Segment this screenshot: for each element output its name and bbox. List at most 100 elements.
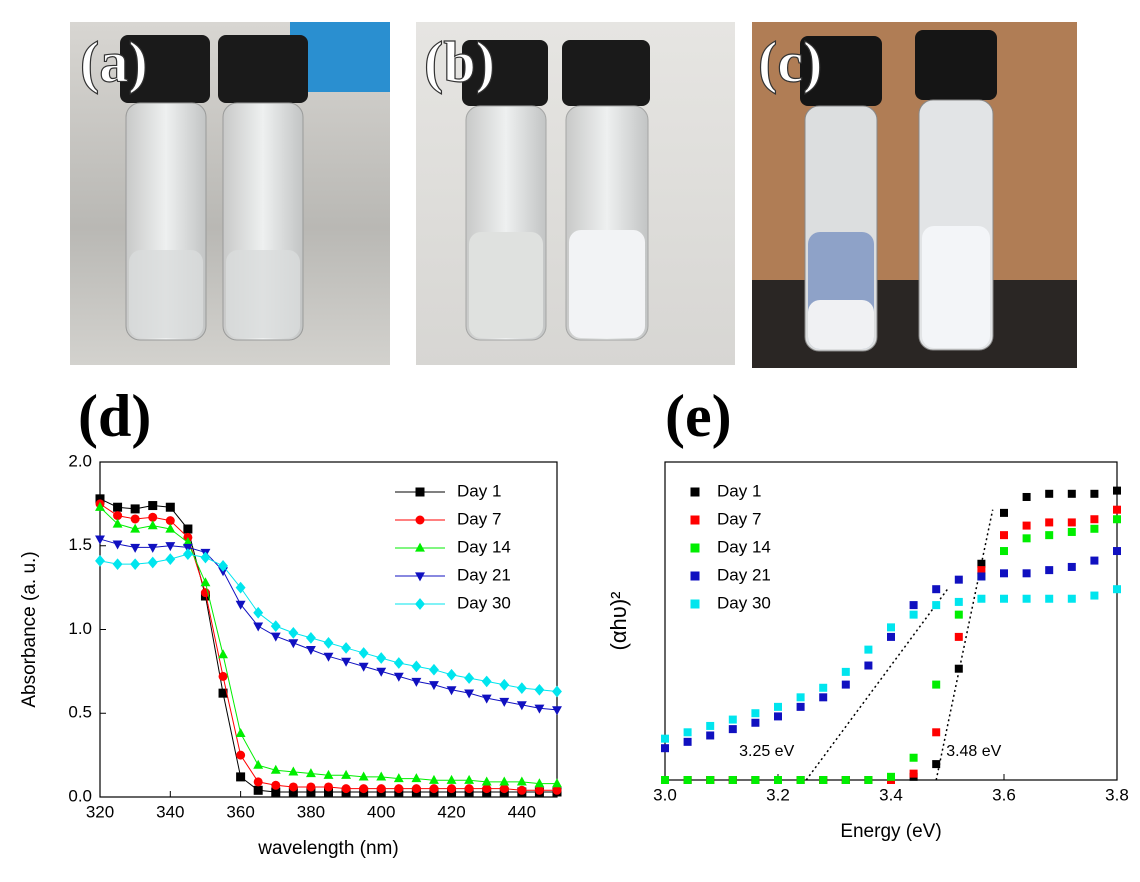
marker: [706, 721, 715, 730]
marker: [499, 776, 510, 786]
marker: [235, 727, 246, 737]
marker: [954, 597, 963, 606]
marker: [218, 560, 228, 572]
legend-label: Day 30: [457, 593, 511, 612]
marker: [464, 689, 475, 699]
marker: [1000, 508, 1008, 517]
x-tick-label: 3.4: [879, 785, 903, 804]
legend-label: Day 1: [457, 481, 501, 500]
marker: [341, 642, 352, 654]
marker: [376, 652, 387, 664]
fit-line: [805, 588, 949, 781]
marker: [253, 606, 264, 619]
marker: [236, 772, 246, 782]
marker: [376, 771, 387, 781]
marker: [464, 784, 474, 794]
marker: [235, 600, 246, 610]
marker: [1022, 534, 1031, 543]
marker: [1067, 518, 1076, 527]
legend-label: Day 21: [717, 565, 771, 584]
marker: [165, 542, 176, 552]
marker: [1113, 547, 1121, 556]
marker: [464, 774, 475, 784]
marker: [932, 728, 941, 737]
marker: [683, 776, 692, 784]
legend-marker: [415, 487, 425, 497]
marker: [306, 787, 316, 797]
marker: [253, 785, 263, 795]
marker: [253, 622, 264, 632]
marker: [516, 682, 527, 694]
marker: [499, 784, 509, 794]
marker: [534, 704, 545, 714]
marker: [253, 759, 264, 769]
marker: [324, 787, 333, 797]
marker: [1067, 527, 1076, 536]
marker: [796, 693, 805, 702]
marker: [323, 652, 334, 662]
marker: [147, 520, 158, 530]
marker: [1113, 515, 1121, 524]
marker: [147, 556, 158, 569]
marker: [728, 776, 737, 784]
marker: [429, 774, 439, 784]
marker: [481, 776, 492, 786]
marker: [1113, 585, 1121, 594]
marker: [130, 523, 141, 533]
marker: [796, 776, 805, 784]
marker: [411, 677, 422, 687]
x-tick-label: 3.2: [766, 785, 790, 804]
marker: [182, 537, 193, 546]
x-axis-label: wavelength (nm): [257, 838, 398, 859]
marker: [774, 712, 782, 721]
marker: [358, 662, 369, 672]
marker: [1113, 505, 1121, 514]
marker: [218, 671, 228, 681]
marker: [1067, 594, 1076, 603]
marker: [481, 694, 492, 704]
legend-label: Day 7: [457, 509, 501, 528]
marker: [1000, 594, 1008, 603]
marker: [1090, 515, 1099, 524]
marker: [182, 548, 193, 560]
marker: [977, 566, 986, 575]
annotation: 3.25 eV: [739, 743, 794, 760]
marker: [1045, 518, 1054, 527]
x-tick-label: 320: [86, 802, 114, 821]
x-tick-label: 420: [437, 802, 465, 821]
marker: [1090, 556, 1099, 565]
marker: [112, 518, 123, 528]
marker: [394, 784, 404, 794]
marker: [661, 776, 669, 784]
legend-label: Day 14: [457, 537, 511, 556]
marker: [1000, 531, 1008, 540]
marker: [288, 639, 299, 649]
marker: [1045, 594, 1054, 603]
x-tick-label: 340: [156, 802, 184, 821]
marker: [358, 771, 369, 781]
x-tick-label: 3.0: [653, 785, 677, 804]
marker: [411, 773, 422, 783]
legend-label: Day 7: [717, 509, 761, 528]
marker: [165, 502, 175, 512]
marker: [909, 601, 918, 610]
marker: [796, 702, 805, 711]
marker: [499, 678, 510, 691]
marker: [932, 680, 941, 689]
y-tick-label: 0.0: [68, 786, 92, 805]
y-tick-label: 1.0: [68, 619, 92, 638]
marker: [393, 657, 404, 669]
marker: [887, 623, 895, 632]
x-axis-label: Energy (eV): [840, 821, 941, 842]
marker: [864, 645, 873, 654]
marker: [429, 681, 439, 691]
marker: [954, 610, 963, 619]
marker: [253, 777, 263, 787]
marker: [446, 774, 457, 784]
x-tick-label: 380: [297, 802, 325, 821]
marker: [552, 778, 562, 788]
marker: [661, 744, 669, 753]
marker: [218, 649, 228, 659]
x-tick-label: 3.6: [992, 785, 1016, 804]
